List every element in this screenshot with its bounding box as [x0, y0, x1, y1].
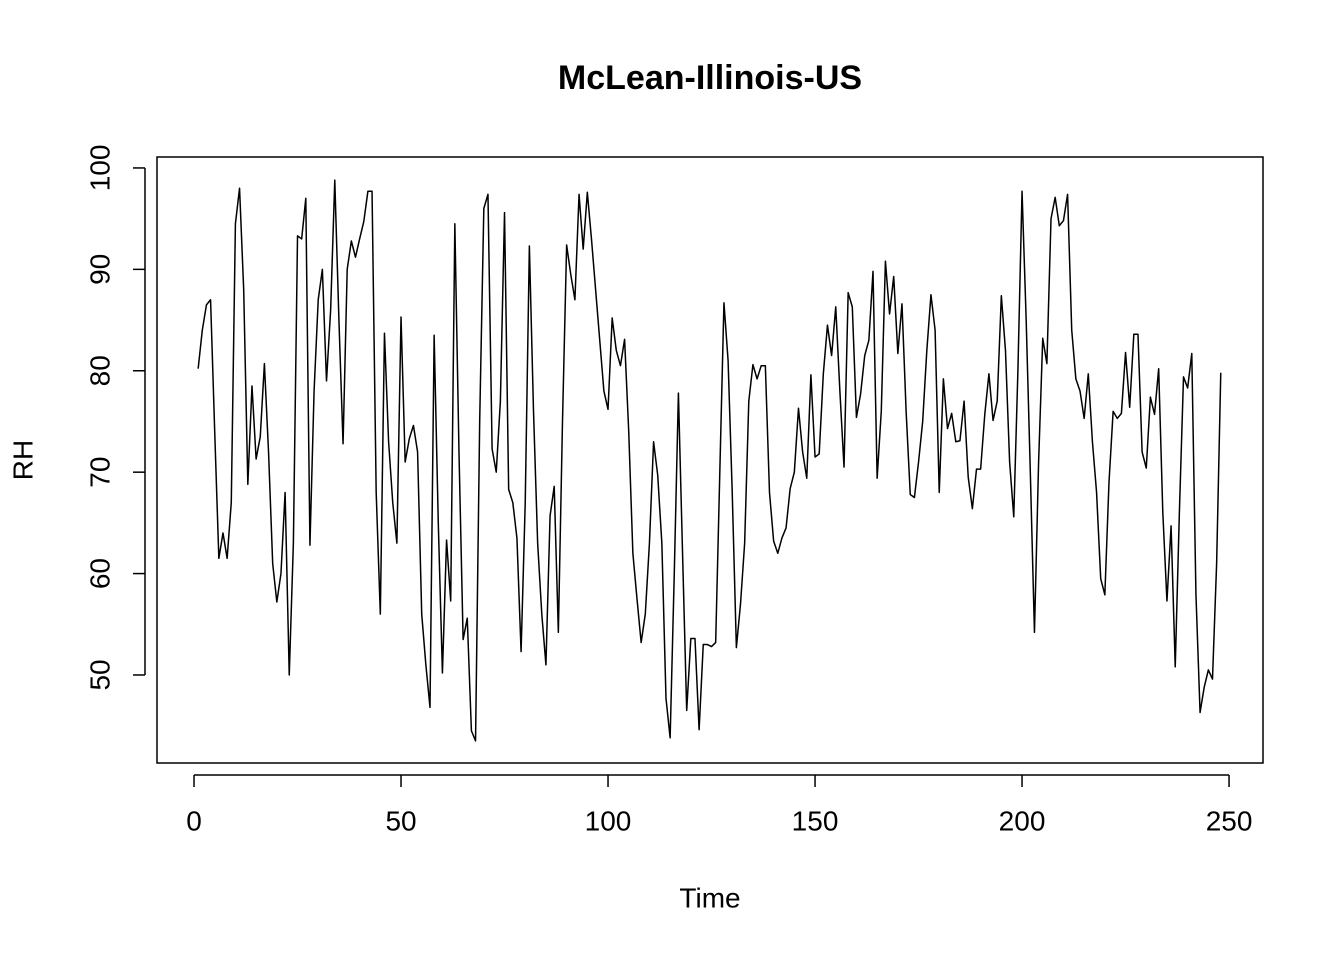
x-axis-label: Time	[679, 882, 740, 913]
y-tick-label: 80	[84, 355, 115, 386]
x-tick-label: 100	[585, 805, 632, 836]
y-tick-label: 50	[84, 659, 115, 690]
y-tick-label: 90	[84, 254, 115, 285]
y-tick-label: 60	[84, 558, 115, 589]
x-tick-label: 200	[999, 805, 1046, 836]
x-tick-label: 150	[792, 805, 839, 836]
plot-frame	[156, 156, 1264, 764]
y-axis-label: RH	[7, 440, 38, 480]
x-tick-label: 50	[385, 805, 416, 836]
y-tick-label: 70	[84, 457, 115, 488]
x-tick-label: 250	[1206, 805, 1253, 836]
x-tick-label: 0	[186, 805, 202, 836]
data-line	[197, 179, 1222, 742]
y-tick-label: 100	[84, 145, 115, 192]
chart-title: McLean-Illinois-US	[558, 59, 862, 97]
